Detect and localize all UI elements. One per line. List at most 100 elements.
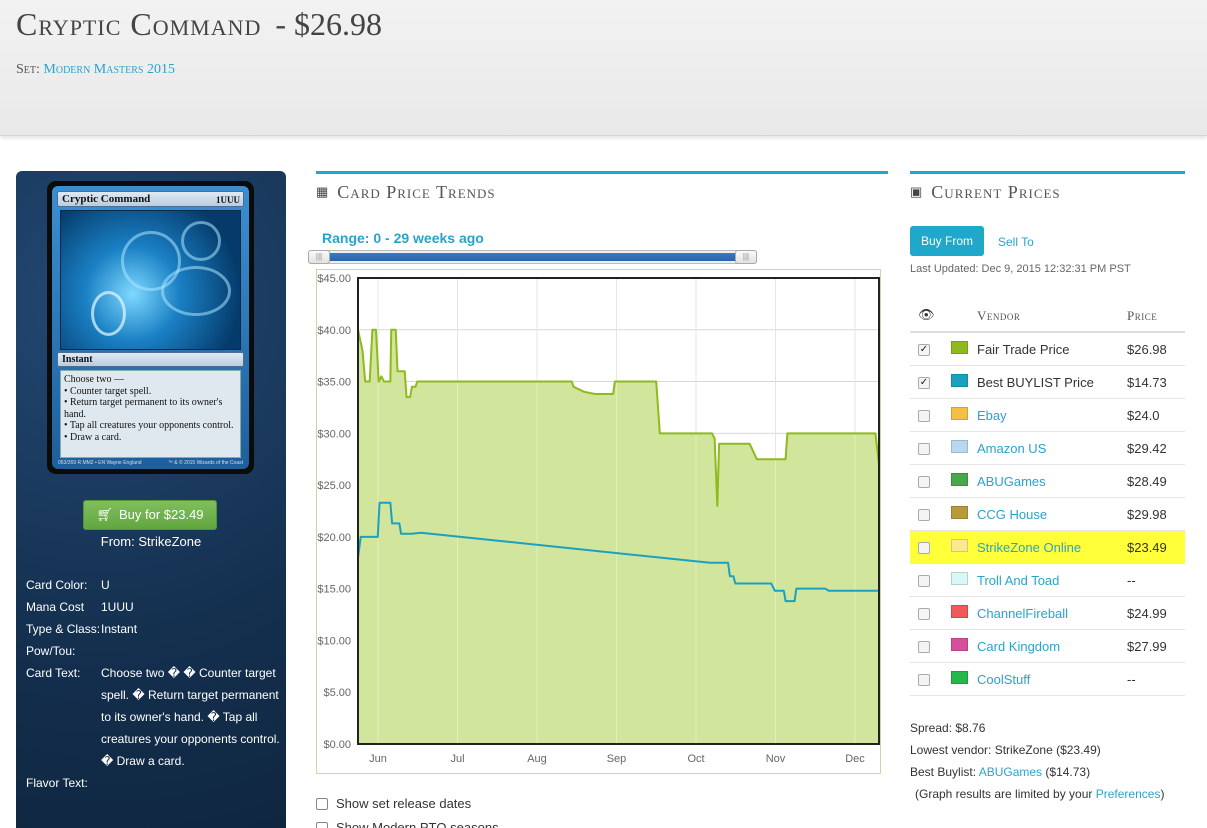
tab-buy-from[interactable]: Buy From xyxy=(910,226,984,256)
y-tick-label: $0.00 xyxy=(323,739,351,751)
vendor-name[interactable]: ChannelFireball xyxy=(977,606,1069,621)
range-slider-right-handle[interactable]: ||| xyxy=(735,250,757,264)
vendor-checkbox[interactable]: ✓ xyxy=(918,377,930,389)
y-tick-label: $30.00 xyxy=(317,428,351,440)
card-name: Cryptic Command xyxy=(16,6,262,42)
set-line: Set: Modern Masters 2015 xyxy=(16,62,175,78)
fair-trade-area xyxy=(358,329,879,744)
card-attributes: Card Color: U Mana Cost 1UUU Type & Class:… xyxy=(26,574,281,794)
vendor-checkbox[interactable] xyxy=(918,575,930,587)
col-vendor: Vendor xyxy=(977,308,1021,323)
x-tick-label: Dec xyxy=(845,753,865,765)
vendor-checkbox[interactable] xyxy=(918,542,930,554)
vendor-price: $29.42 xyxy=(1127,441,1167,456)
y-tick-label: $20.00 xyxy=(317,532,351,544)
vendor-price: $24.99 xyxy=(1127,606,1167,621)
vendor-price: $27.99 xyxy=(1127,639,1167,654)
show-release-dates-checkbox[interactable] xyxy=(316,797,328,810)
trends-title: ▦ Card Price Trends xyxy=(316,182,496,202)
calendar-icon: ▦ xyxy=(316,184,330,199)
vendor-color-swatch xyxy=(951,539,968,552)
page-title: Cryptic Command - $26.98 xyxy=(16,6,382,43)
attr-row: Type & Class: Instant xyxy=(26,622,138,636)
vendor-checkbox[interactable] xyxy=(918,641,930,653)
range-slider-left-handle[interactable]: ||| xyxy=(308,250,330,264)
graph-note: (Graph results are limited by your Prefe… xyxy=(915,787,1165,801)
y-tick-label: $40.00 xyxy=(317,325,351,337)
buy-from-vendor: From: StrikeZone xyxy=(100,534,202,549)
vendor-name[interactable]: Troll And Toad xyxy=(977,573,1060,588)
vendor-color-swatch xyxy=(951,407,968,420)
x-tick-label: Oct xyxy=(687,753,704,765)
vendor-checkbox[interactable] xyxy=(918,674,930,686)
price-row: Card Kingdom $27.99 xyxy=(910,630,1185,663)
vendor-name[interactable]: CCG House xyxy=(977,507,1048,522)
vendor-price: $29.98 xyxy=(1127,507,1167,522)
x-tick-label: Jul xyxy=(450,753,464,765)
price-table-header: 👁︎ Vendor Price xyxy=(910,297,1185,333)
buy-button[interactable]: 🛒︎ Buy for $23.49 xyxy=(83,500,217,530)
vendor-checkbox[interactable] xyxy=(918,509,930,521)
y-tick-label: $5.00 xyxy=(323,687,351,699)
show-ptq-option[interactable]: Show Modern PTQ seasons xyxy=(316,820,499,828)
vendor-name[interactable]: Amazon US xyxy=(977,441,1047,456)
vendor-checkbox[interactable] xyxy=(918,410,930,422)
vendor-checkbox[interactable]: ✓ xyxy=(918,344,930,356)
vendor-price: $24.0 xyxy=(1127,408,1160,423)
vendor-price: -- xyxy=(1127,573,1136,588)
card-image-mana: 1UUU xyxy=(216,195,240,205)
vendor-color-swatch xyxy=(951,671,968,684)
y-tick-label: $45.00 xyxy=(317,273,351,285)
range-label: Range: 0 - 29 weeks ago xyxy=(322,230,484,246)
vendor-name[interactable]: StrikeZone Online xyxy=(977,540,1082,555)
card-image-type: Instant xyxy=(57,352,244,367)
vendor-checkbox[interactable] xyxy=(918,608,930,620)
col-price: Price xyxy=(1127,308,1158,323)
price-row: Amazon US $29.42 xyxy=(910,432,1185,465)
price-row: ABUGames $28.49 xyxy=(910,465,1185,498)
cart-icon: 🛒︎ xyxy=(96,507,113,522)
range-slider[interactable]: ||| ||| xyxy=(308,250,757,264)
price-row: ChannelFireball $24.99 xyxy=(910,597,1185,630)
vendor-name[interactable]: Card Kingdom xyxy=(977,639,1061,654)
price-row: StrikeZone Online $23.49 xyxy=(910,531,1185,564)
tab-sell-to[interactable]: Sell To xyxy=(998,235,1034,249)
vendor-name[interactable]: CoolStuff xyxy=(977,672,1031,687)
vendor-price: -- xyxy=(1127,672,1136,687)
attr-row: Card Color: U xyxy=(26,578,110,592)
x-tick-label: Sep xyxy=(607,753,627,765)
vendor-color-swatch xyxy=(951,605,968,618)
prices-title: ▣ Current Prices xyxy=(910,182,1061,202)
price-chart-svg: $0.00 $5.00 $10.00 $15.00 $20.00 $25.00 $30.00… xyxy=(317,273,880,765)
buylist-line xyxy=(357,501,879,603)
attr-row: Card Text: Choose two � � Counter target … xyxy=(26,666,280,768)
best-buylist-link[interactable]: ABUGames xyxy=(978,765,1043,779)
vendor-checkbox[interactable] xyxy=(918,443,930,455)
vendor-name: Fair Trade Price xyxy=(977,342,1070,357)
eye-icon: 👁︎ xyxy=(918,307,935,322)
attr-row: Flavor Text: xyxy=(26,776,88,790)
card-image: Cryptic Command 1UUU Instant Choose two —… xyxy=(47,181,254,474)
spread: Spread: $8.76 xyxy=(910,721,986,735)
vendor-name[interactable]: Ebay xyxy=(977,408,1007,423)
vendor-color-swatch xyxy=(951,638,968,651)
set-label: Set: xyxy=(16,62,40,77)
price-row: CoolStuff -- xyxy=(910,663,1185,696)
vendor-color-swatch xyxy=(951,440,968,453)
attr-row: Pow/Tou: xyxy=(26,644,76,658)
lowest-vendor: Lowest vendor: StrikeZone ($23.49) xyxy=(910,743,1101,757)
price-row: CCG House $29.98 xyxy=(910,498,1185,531)
card-price: - $26.98 xyxy=(275,6,383,42)
show-ptq-checkbox[interactable] xyxy=(316,821,328,828)
vendor-price: $26.98 xyxy=(1127,342,1167,357)
show-release-dates-option[interactable]: Show set release dates xyxy=(316,796,471,811)
vendor-checkbox[interactable] xyxy=(918,476,930,488)
vendor-name[interactable]: ABUGames xyxy=(977,474,1046,489)
x-tick-label: Jun xyxy=(369,753,387,765)
vendor-price: $28.49 xyxy=(1127,474,1167,489)
preferences-link[interactable]: Preferences xyxy=(1095,787,1161,801)
set-link[interactable]: Modern Masters 2015 xyxy=(43,62,175,77)
y-tick-label: $25.00 xyxy=(317,480,351,492)
money-icon: ▣ xyxy=(910,184,924,199)
card-image-title: Cryptic Command 1UUU xyxy=(57,191,244,207)
